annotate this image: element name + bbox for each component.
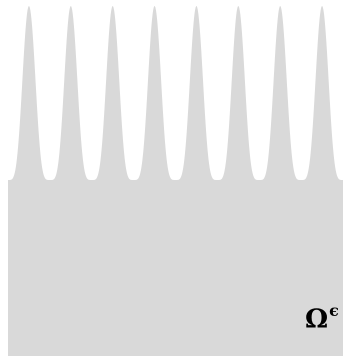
oscillating-domain	[8, 6, 343, 356]
domain-label: Ωϵ	[305, 303, 339, 335]
domain-superscript: ϵ	[329, 301, 339, 320]
domain-symbol: Ω	[305, 304, 329, 335]
